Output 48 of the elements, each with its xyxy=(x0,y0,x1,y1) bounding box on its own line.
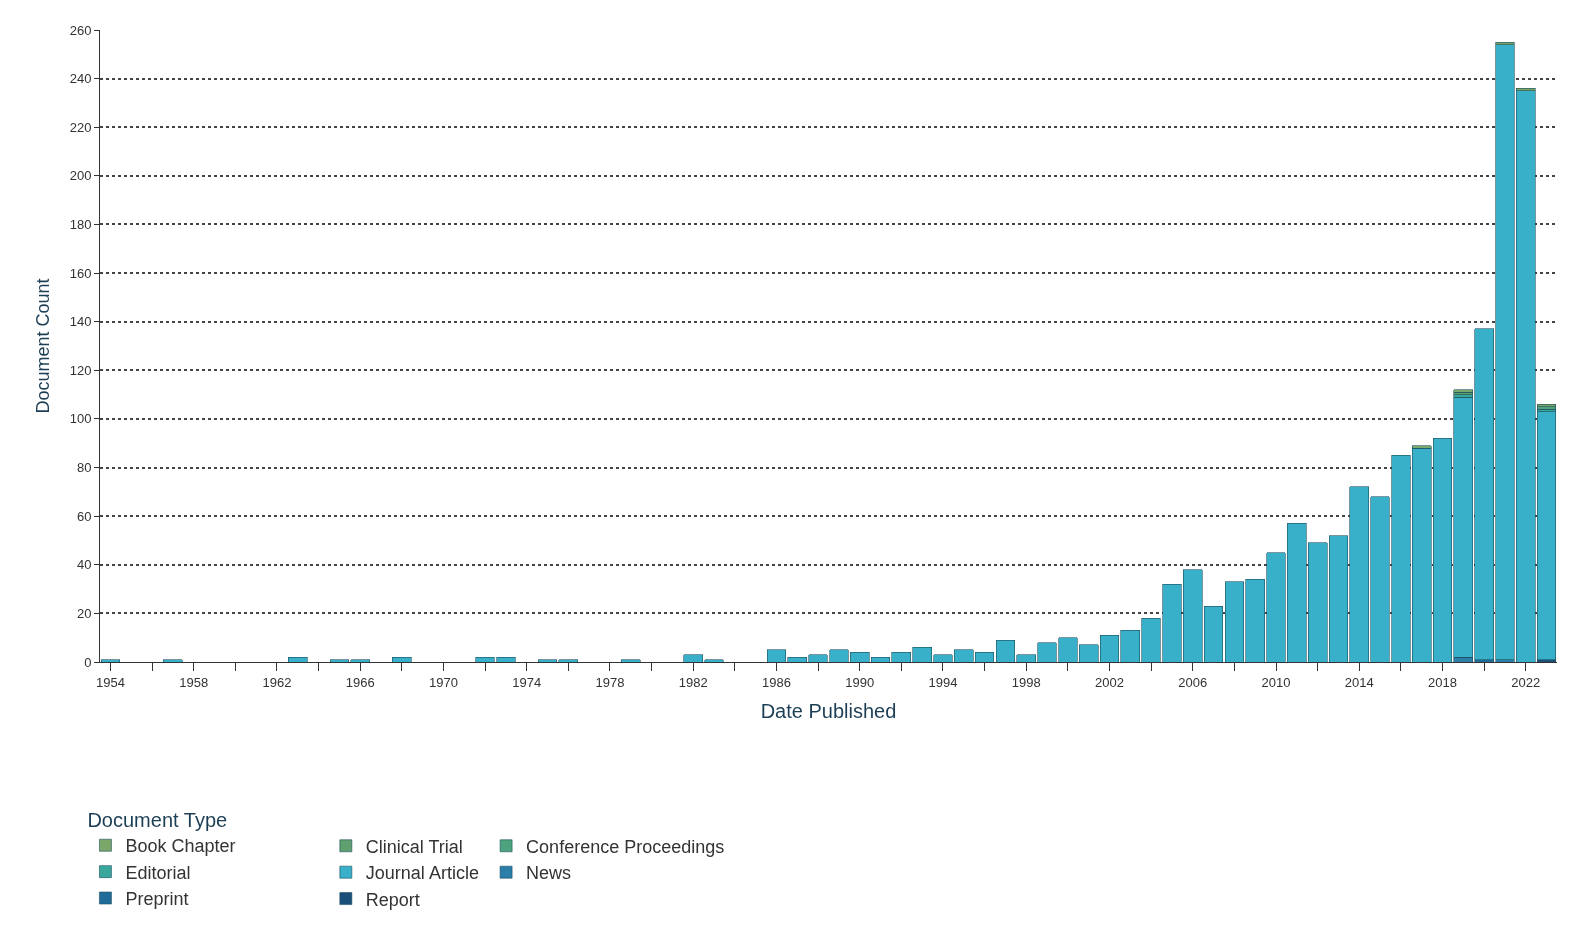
y-tick-label: 200 xyxy=(69,168,92,184)
x-tick-label: 1998 xyxy=(1011,674,1041,690)
y-tick-label: 240 xyxy=(69,71,92,87)
legend-title: Document Type xyxy=(87,809,228,832)
legend-label: Conference Proceedings xyxy=(526,836,725,857)
legend-label: Journal Article xyxy=(365,863,479,884)
y-tick-label: 80 xyxy=(76,460,92,476)
y-tick-label: 20 xyxy=(76,605,92,621)
x-tick-label: 2022 xyxy=(1511,674,1541,690)
x-tick-label: 1990 xyxy=(845,674,875,690)
y-tick-label: 180 xyxy=(69,217,92,233)
legend-label: Preprint xyxy=(125,889,189,910)
x-axis-title: Date Published xyxy=(760,700,897,723)
x-tick-label: 2014 xyxy=(1344,674,1374,690)
x-tick-label: 1982 xyxy=(678,674,708,690)
x-tick-label: 2006 xyxy=(1178,674,1208,690)
y-tick-label: 160 xyxy=(69,265,92,281)
y-tick-label: 260 xyxy=(69,22,92,38)
bar xyxy=(163,659,183,662)
x-tick-label: 1966 xyxy=(345,674,375,690)
x-tick-label: 2010 xyxy=(1261,674,1291,690)
x-tick-label: 1978 xyxy=(595,674,625,690)
y-tick-label: 40 xyxy=(76,557,92,573)
legend-label: Report xyxy=(365,889,420,910)
x-tick-label: 1994 xyxy=(928,674,958,690)
x-tick-label: 1954 xyxy=(95,674,125,690)
x-tick-label: 1970 xyxy=(428,674,458,690)
y-tick-label: 140 xyxy=(69,314,92,330)
y-tick-label: 100 xyxy=(69,411,92,427)
legend-label: Book Chapter xyxy=(125,836,236,857)
x-tick-label: 1958 xyxy=(179,674,209,690)
bar xyxy=(100,659,121,662)
bar xyxy=(392,656,412,662)
y-tick-label: 60 xyxy=(76,508,92,524)
x-tick-label: 2018 xyxy=(1428,674,1457,690)
bar xyxy=(288,656,308,662)
x-tick-label: 1962 xyxy=(262,674,292,690)
x-tick-label: 1986 xyxy=(762,674,791,690)
legend-label: Editorial xyxy=(125,862,191,883)
legend-label: Clinical Trial xyxy=(365,836,463,857)
y-tick-label: 0 xyxy=(84,654,92,670)
bar xyxy=(621,659,641,662)
y-tick-label: 220 xyxy=(69,119,92,135)
x-tick-label: 2002 xyxy=(1095,674,1124,690)
x-tick-label: 1974 xyxy=(512,674,542,690)
y-axis-title: Document Count xyxy=(32,278,53,414)
legend-label: News xyxy=(526,863,572,884)
y-tick-label: 120 xyxy=(69,362,92,378)
